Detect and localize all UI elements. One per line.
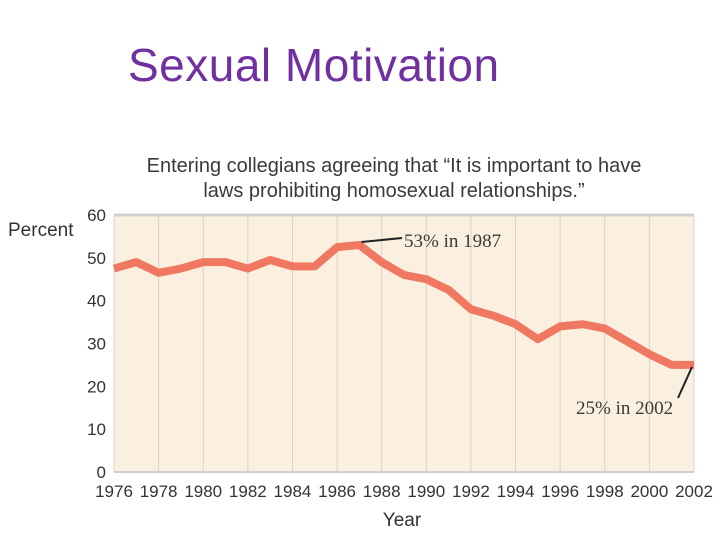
- x-tick-label: 1986: [318, 482, 356, 501]
- annotation-label-1987: 53% in 1987: [404, 231, 501, 252]
- slide-title: Sexual Motivation: [128, 39, 500, 91]
- y-tick-label: 0: [97, 463, 106, 482]
- x-tick-label: 1988: [363, 482, 401, 501]
- annotation-leader-1987: [361, 237, 403, 243]
- annotation-label-2002: 25% in 2002: [576, 398, 673, 419]
- x-tick-label: 2000: [630, 482, 668, 501]
- x-tick-label: 1976: [95, 482, 133, 501]
- y-tick-label: 40: [87, 292, 106, 311]
- x-tick-label: 1978: [140, 482, 178, 501]
- y-tick-label: 50: [87, 249, 106, 268]
- x-tick-label: 1996: [541, 482, 579, 501]
- y-tick-label: 60: [87, 206, 106, 225]
- chart-title-line-1: Entering collegians agreeing that “It is…: [147, 155, 642, 177]
- plot-area: 0 10 20 30 40 50 60 1976 1978 1980 1982 1984 1986 198…: [87, 206, 713, 501]
- x-tick-label: 1982: [229, 482, 267, 501]
- y-tick-label: 10: [87, 420, 106, 439]
- x-tick-label: 1984: [274, 482, 312, 501]
- y-tick-label: 20: [87, 377, 106, 396]
- x-tick-label: 1994: [497, 482, 535, 501]
- chart-title-line-2: laws prohibiting homosexual relationship…: [203, 180, 584, 202]
- x-tick-label: 1992: [452, 482, 490, 501]
- x-tick-label: 1980: [184, 482, 222, 501]
- plot-background: [114, 215, 694, 472]
- y-axis-label: Percent: [8, 220, 74, 241]
- y-tick-label: 30: [87, 335, 106, 354]
- x-tick-label: 1990: [407, 482, 445, 501]
- x-axis-label: Year: [383, 510, 422, 531]
- annotation-leader-2002: [677, 366, 693, 399]
- x-tick-label: 1998: [586, 482, 624, 501]
- x-tick-label: 2002: [675, 482, 713, 501]
